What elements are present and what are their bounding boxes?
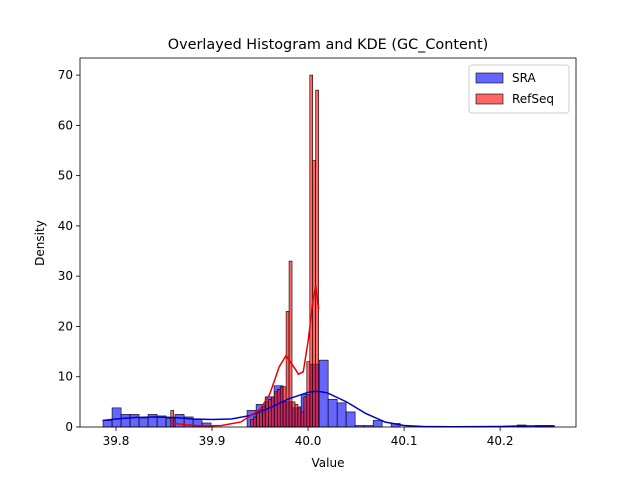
histogram-bar <box>306 361 311 428</box>
legend-label: SRA <box>512 71 536 85</box>
x-tick-label: 39.9 <box>199 434 226 448</box>
histogram-bar <box>303 396 308 428</box>
histogram-bar <box>265 401 269 428</box>
histogram-bar <box>111 407 122 428</box>
histogram-bar <box>327 399 338 428</box>
legend-swatch <box>475 93 504 105</box>
histogram-bar <box>102 420 113 428</box>
y-tick-label: 10 <box>58 370 73 384</box>
y-axis-label: Density <box>33 220 47 266</box>
x-axis-label: Value <box>312 456 345 470</box>
y-tick-label: 20 <box>58 319 73 333</box>
histogram-bar <box>250 419 254 428</box>
histogram-bar <box>372 420 383 428</box>
histogram-bar <box>120 414 131 428</box>
x-tick-label: 40.0 <box>295 434 322 448</box>
legend-swatch <box>475 72 504 84</box>
y-tick-label: 30 <box>58 269 73 283</box>
histogram-bar <box>276 388 281 428</box>
histogram-bar <box>253 416 257 428</box>
histogram-bar <box>279 386 284 428</box>
y-tick-label: 70 <box>58 68 73 82</box>
legend-label: RefSeq <box>512 92 554 106</box>
y-tick-label: 50 <box>58 169 73 183</box>
histogram-bar <box>336 402 347 428</box>
histogram-bar <box>170 410 175 428</box>
histogram-bar <box>345 411 356 428</box>
histogram-bar <box>288 260 293 428</box>
histogram-bar <box>318 359 329 428</box>
histogram-bar <box>294 404 299 428</box>
y-tick-label: 0 <box>65 420 73 434</box>
histogram-bar <box>297 406 302 428</box>
plot-frame <box>79 57 577 428</box>
histogram-bar <box>138 417 149 428</box>
chart-title: Overlayed Histogram and KDE (GC_Content) <box>168 37 488 53</box>
histogram-bar <box>315 89 319 428</box>
histogram-bar <box>282 386 287 428</box>
x-tick-label: 40.2 <box>487 434 514 448</box>
x-tick-label: 40.1 <box>391 434 418 448</box>
x-tick-label: 39.8 <box>103 434 130 448</box>
histogram-bar <box>300 411 305 428</box>
histogram-bar <box>309 74 313 428</box>
kde-line <box>170 286 320 427</box>
histogram-bar <box>129 414 140 428</box>
histogram-bar <box>270 396 275 428</box>
y-tick-label: 60 <box>58 118 73 132</box>
histogram-bar <box>285 311 290 428</box>
histogram-bar <box>273 391 278 428</box>
histogram-bar <box>268 399 272 428</box>
histogram-bar <box>291 401 296 428</box>
histogram-bar <box>256 411 260 428</box>
y-tick-label: 40 <box>58 219 73 233</box>
